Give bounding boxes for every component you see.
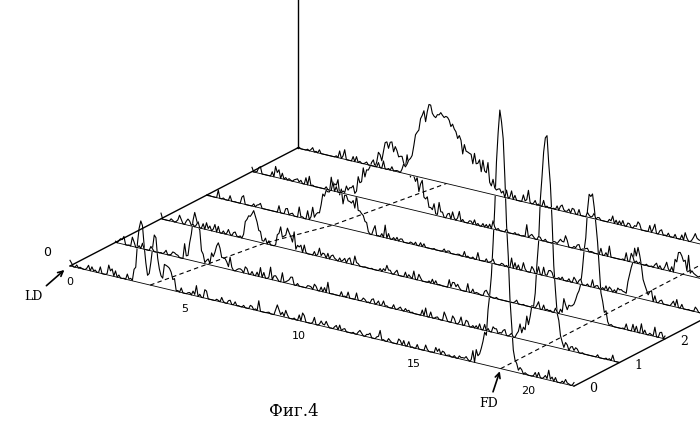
Text: 1: 1 xyxy=(634,359,643,372)
Text: LD: LD xyxy=(25,271,63,303)
Text: 2: 2 xyxy=(680,335,688,348)
Text: 0: 0 xyxy=(589,382,597,396)
Text: 20: 20 xyxy=(521,386,536,396)
Text: Фиг.4: Фиг.4 xyxy=(270,403,318,420)
Polygon shape xyxy=(70,110,574,386)
Text: 15: 15 xyxy=(407,359,421,369)
Text: 5: 5 xyxy=(181,304,188,314)
Text: 0: 0 xyxy=(43,246,52,259)
Polygon shape xyxy=(206,177,700,315)
Polygon shape xyxy=(161,194,665,339)
Text: 10: 10 xyxy=(292,331,306,341)
Polygon shape xyxy=(298,105,700,268)
Text: 0: 0 xyxy=(66,277,74,287)
Text: FD: FD xyxy=(480,373,500,410)
Polygon shape xyxy=(116,136,620,363)
Polygon shape xyxy=(252,142,700,292)
